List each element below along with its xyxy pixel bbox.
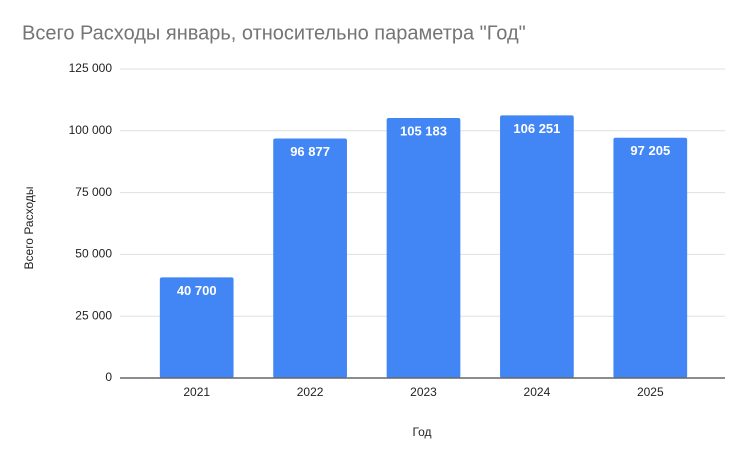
x-axis-label: Год [412,425,431,439]
bar [159,277,234,378]
y-tick-label: 75 000 [75,185,112,199]
x-tick-label: 2025 [637,385,664,399]
y-tick-label: 25 000 [75,308,112,322]
value-label: 106 251 [513,121,560,136]
bar [386,117,461,379]
x-tick-label: 2021 [183,385,210,399]
bar [273,138,347,378]
y-tick-label: 50 000 [75,247,112,261]
x-tick-label: 2024 [524,385,551,399]
value-label: 105 183 [400,123,447,138]
y-tick-label: 125 000 [69,61,113,75]
y-tick-label: 0 [105,370,112,384]
x-tick-label: 2022 [297,385,324,399]
y-tick-label: 100 000 [69,123,113,137]
chart-title: Всего Расходы январь, относительно парам… [22,22,526,44]
y-axis-label: Всего Расходы [22,187,36,270]
value-label: 97 205 [630,143,670,158]
value-label: 96 877 [290,144,330,159]
value-label: 40 700 [177,283,217,298]
bar [613,137,688,378]
x-tick-label: 2023 [410,385,437,399]
bar [500,115,574,378]
